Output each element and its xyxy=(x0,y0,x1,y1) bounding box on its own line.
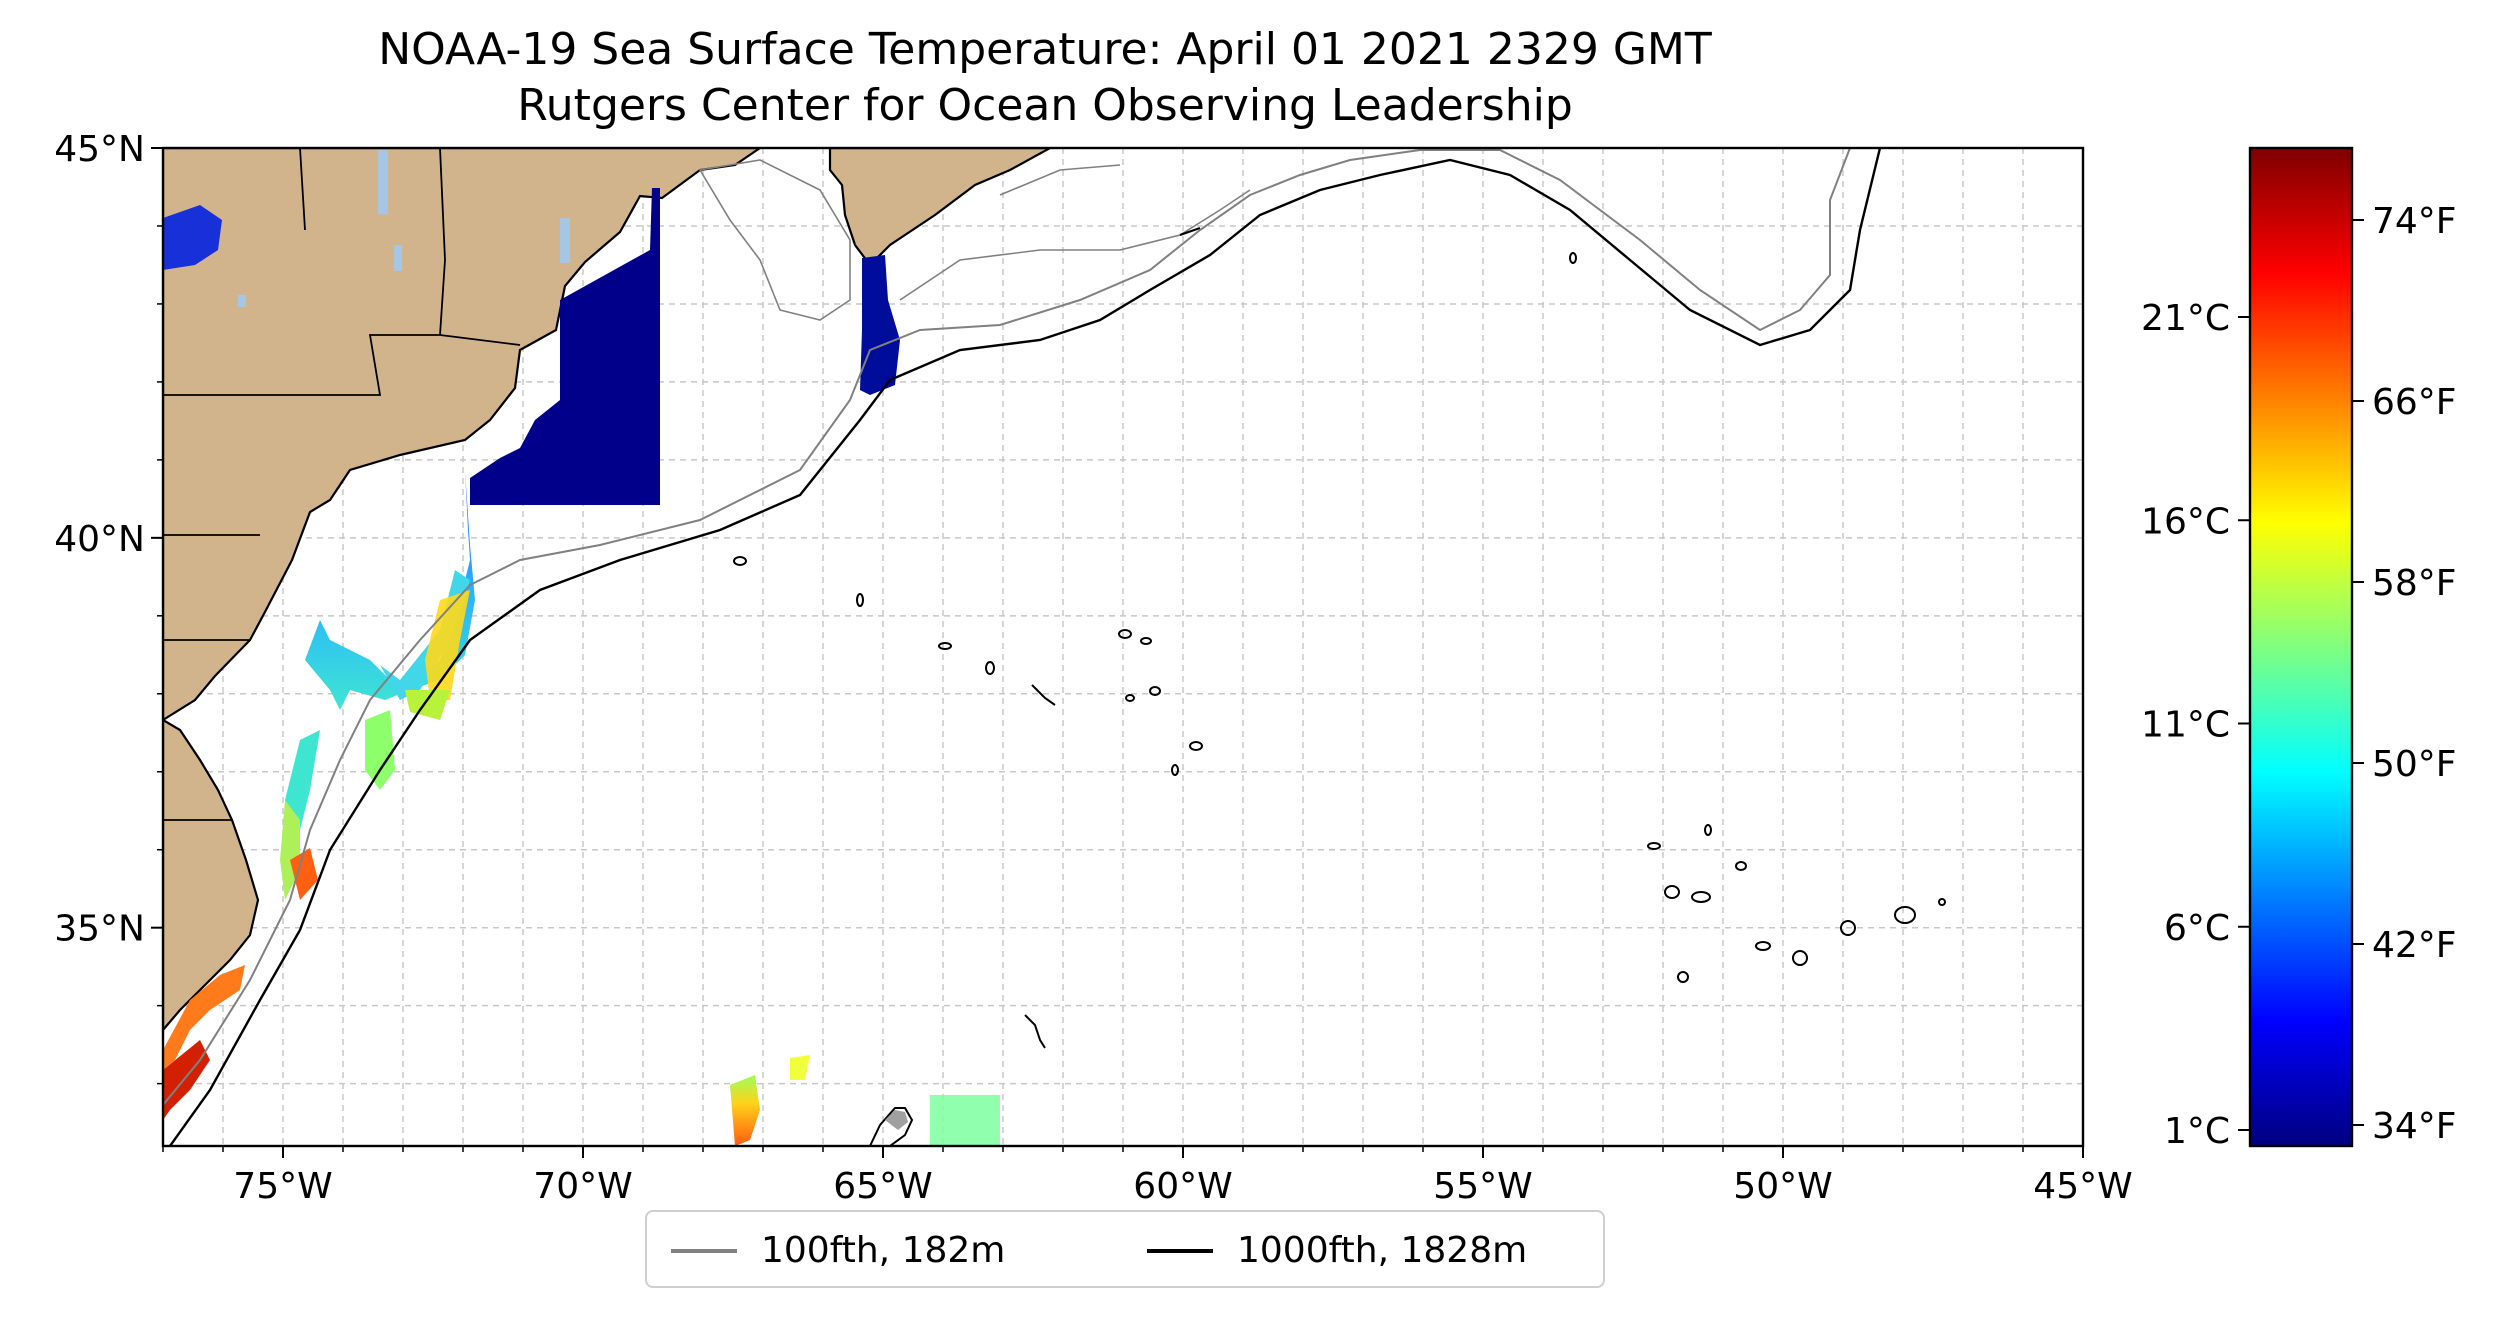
lat-tick-label: 45°N xyxy=(54,129,145,170)
fahrenheit-tick-label: 34°F xyxy=(2372,1106,2457,1147)
map-title: NOAA-19 Sea Surface Temperature: April 0… xyxy=(378,24,1712,75)
bermuda-platform xyxy=(885,1110,908,1130)
lakes xyxy=(238,150,570,307)
celsius-tick-label: 6°C xyxy=(2164,908,2230,949)
legend-item-1000fth: 1000fth, 1828m xyxy=(1147,1230,1527,1271)
lon-tick-label: 55°W xyxy=(1433,1166,1532,1207)
colorbar: 21°C 16°C 11°C 6°C 1°C 74°F 66°F 58°F 50°F 42°F 3… xyxy=(2141,146,2457,1152)
map-subtitle: Rutgers Center for Ocean Observing Leade… xyxy=(517,80,1573,131)
latitude-axis: 45°N 40°N 35°N xyxy=(54,129,163,1085)
celsius-tick-label: 1°C xyxy=(2164,1111,2230,1152)
land xyxy=(163,148,1051,1032)
legend-item-100fth: 100fth, 182m xyxy=(671,1230,1005,1271)
lon-tick-label: 65°W xyxy=(833,1166,932,1207)
colorbar-gradient xyxy=(2248,146,2354,1148)
celsius-tick-label: 16°C xyxy=(2141,501,2230,542)
fahrenheit-tick-label: 66°F xyxy=(2372,382,2457,423)
lon-tick-label: 70°W xyxy=(533,1166,632,1207)
fahrenheit-tick-label: 58°F xyxy=(2372,563,2457,604)
colorbar-celsius-ticks: 21°C 16°C 11°C 6°C 1°C xyxy=(2141,298,2250,1152)
lon-tick-label: 60°W xyxy=(1133,1166,1232,1207)
lon-tick-label: 45°W xyxy=(2033,1166,2132,1207)
state-borders xyxy=(163,148,521,821)
lon-tick-label: 50°W xyxy=(1733,1166,1832,1207)
celsius-tick-label: 21°C xyxy=(2141,298,2230,339)
seamount-contours xyxy=(733,227,1946,1146)
legend-label-100fth: 100fth, 182m xyxy=(761,1230,1006,1271)
legend-line-1000fth xyxy=(1147,1248,1213,1253)
legend-line-100fth xyxy=(671,1248,737,1253)
sst-observations xyxy=(163,188,1000,1146)
contour-100fth-banks xyxy=(698,159,1251,321)
lon-tick-label: 75°W xyxy=(233,1166,332,1207)
fahrenheit-tick-label: 74°F xyxy=(2372,201,2457,242)
lat-tick-label: 40°N xyxy=(54,519,145,560)
map-legend: 100fth, 182m 1000fth, 1828m xyxy=(645,1210,1605,1288)
lat-tick-label: 35°N xyxy=(54,909,145,950)
fahrenheit-tick-label: 50°F xyxy=(2372,744,2457,785)
legend-label-1000fth: 1000fth, 1828m xyxy=(1237,1230,1528,1271)
contour-100fth xyxy=(163,148,1851,1106)
contour-1000fth xyxy=(169,148,1882,1146)
longitude-axis: 75°W 70°W 65°W 60°W 55°W 50°W 45°W xyxy=(162,1146,2133,1207)
fahrenheit-tick-label: 42°F xyxy=(2372,925,2457,966)
colorbar-fahrenheit-ticks: 74°F 66°F 58°F 50°F 42°F 34°F xyxy=(2352,201,2457,1147)
celsius-tick-label: 11°C xyxy=(2141,705,2230,746)
